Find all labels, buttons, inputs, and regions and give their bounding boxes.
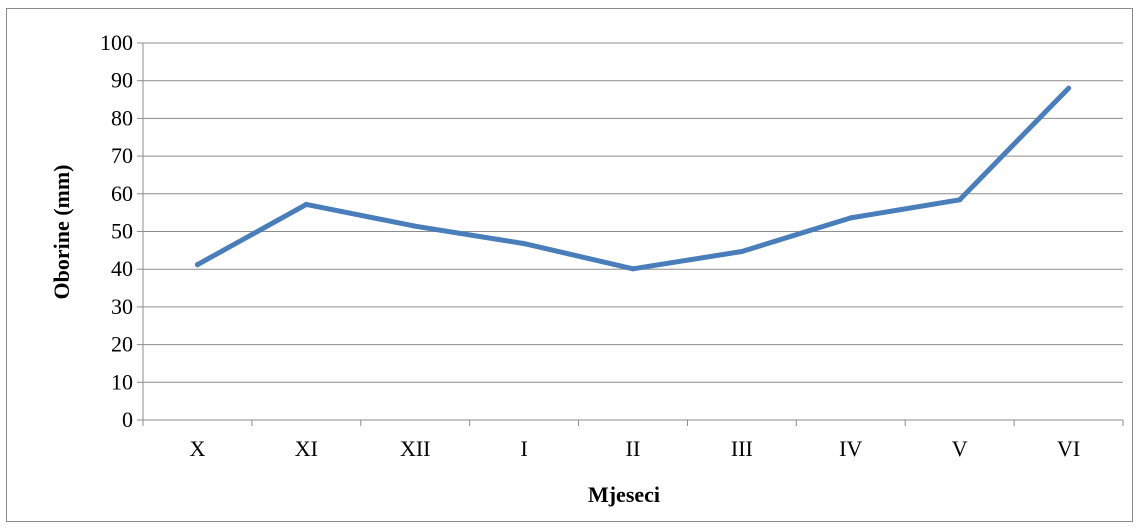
y-tick-label: 80 bbox=[111, 105, 133, 130]
y-axis-title: Oborine (mm) bbox=[49, 164, 74, 299]
y-tick-label: 100 bbox=[100, 30, 133, 55]
y-tick-label: 40 bbox=[111, 256, 133, 281]
x-tick-labels: X XI XII I II III IV V VI bbox=[189, 436, 1080, 461]
data-point bbox=[412, 223, 418, 229]
y-tick-label: 30 bbox=[111, 294, 133, 319]
data-point bbox=[521, 241, 527, 247]
x-tick-label: XII bbox=[400, 436, 431, 461]
x-tick-label: XI bbox=[295, 436, 318, 461]
data-point bbox=[303, 201, 309, 207]
x-tick-label: V bbox=[952, 436, 968, 461]
data-point bbox=[957, 197, 963, 203]
y-tick-labels: 0 10 20 30 40 50 60 70 80 90 100 bbox=[100, 30, 133, 432]
y-tick-label: 50 bbox=[111, 219, 133, 244]
series-line bbox=[194, 85, 1072, 272]
x-axis-title: Mjeseci bbox=[588, 482, 660, 507]
y-tick-label: 20 bbox=[111, 332, 133, 357]
x-tick-label: II bbox=[626, 436, 641, 461]
x-tick-label: IV bbox=[839, 436, 862, 461]
data-point bbox=[1066, 85, 1072, 91]
data-point bbox=[194, 262, 200, 268]
x-tick-label: I bbox=[520, 436, 527, 461]
axes bbox=[142, 43, 1124, 426]
y-tick-label: 90 bbox=[111, 68, 133, 93]
data-point bbox=[848, 215, 854, 221]
y-tick-label: 60 bbox=[111, 181, 133, 206]
series-group bbox=[194, 85, 1072, 272]
gridlines bbox=[137, 42, 1123, 421]
data-point bbox=[630, 266, 636, 272]
y-tick-label: 70 bbox=[111, 143, 133, 168]
y-tick-label: 10 bbox=[111, 369, 133, 394]
x-tick-label: VI bbox=[1057, 436, 1080, 461]
x-tick-label: III bbox=[731, 436, 753, 461]
x-tick-label: X bbox=[189, 436, 205, 461]
chart-frame bbox=[6, 8, 1133, 522]
y-tick-label: 0 bbox=[122, 407, 133, 432]
data-point bbox=[739, 248, 745, 254]
